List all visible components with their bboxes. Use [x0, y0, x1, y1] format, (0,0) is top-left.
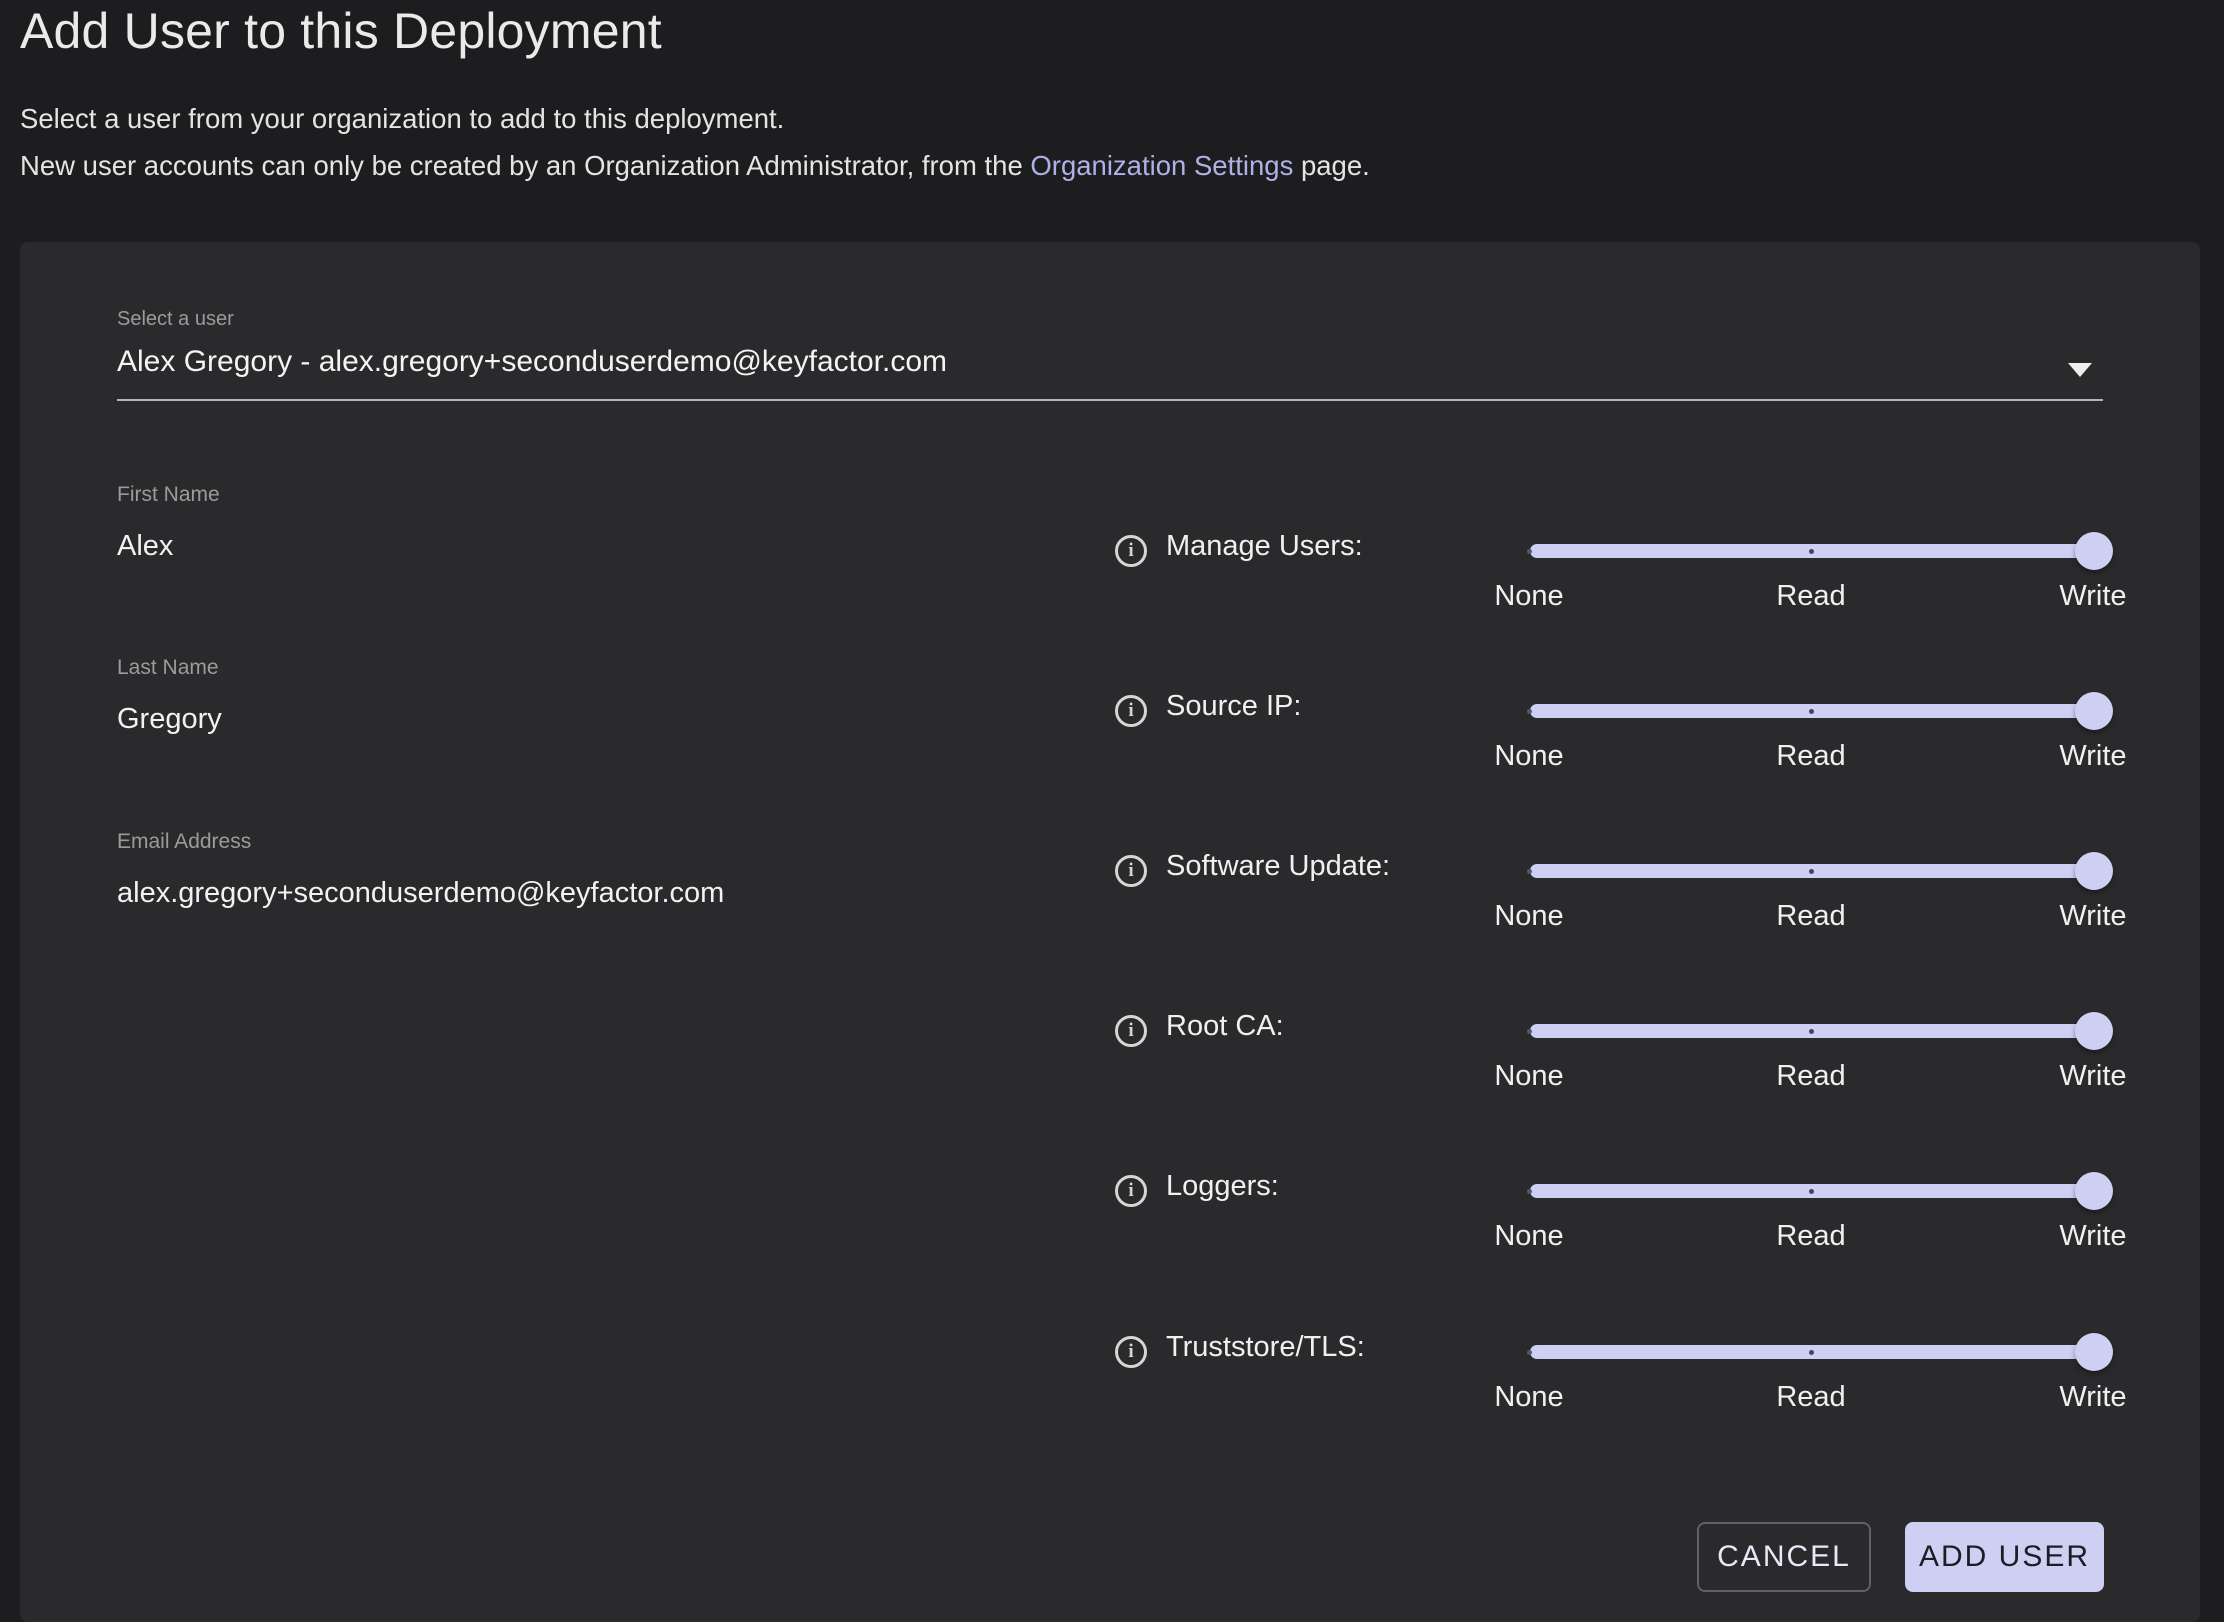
slider-tick-read [1809, 1350, 1814, 1355]
scale-read-label: Read [1776, 740, 1845, 773]
slider-scale: None Read Write [1115, 900, 2135, 942]
info-icon[interactable]: i [1115, 535, 1147, 567]
scale-write-label: Write [2059, 740, 2126, 773]
subtitle-line1: Select a user from your organization to … [20, 103, 784, 134]
slider-tick-none [1527, 1350, 1532, 1355]
scale-read-label: Read [1776, 900, 1845, 933]
scale-read-label: Read [1776, 1060, 1845, 1093]
last-name-label: Last Name [117, 656, 1017, 680]
last-name-value: Gregory [117, 703, 1017, 736]
email-address-field: Email Address alex.gregory+seconduserdem… [117, 830, 1017, 910]
slider-tick-read [1809, 1029, 1814, 1034]
slider-scale: None Read Write [1115, 1220, 2135, 1262]
first-name-field: First Name Alex [117, 483, 1017, 563]
select-underline [117, 399, 2103, 401]
permission-row-manage-users: i Manage Users: None Read Write [1115, 491, 2135, 611]
add-user-dialog-card: Select a user Alex Gregory - alex.gregor… [20, 242, 2200, 1622]
permission-label: Software Update: [1166, 850, 1390, 883]
permission-slider-thumb[interactable] [2075, 692, 2113, 730]
scale-none-label: None [1494, 1381, 1563, 1414]
slider-tick-none [1527, 1189, 1532, 1194]
scale-write-label: Write [2059, 580, 2126, 613]
permission-row-truststore-tls: i Truststore/TLS: None Read Write [1115, 1292, 2135, 1412]
permission-slider-thumb[interactable] [2075, 532, 2113, 570]
email-address-value: alex.gregory+seconduserdemo@keyfactor.co… [117, 877, 1017, 910]
permission-label: Truststore/TLS: [1166, 1331, 1365, 1364]
slider-tick-none [1527, 709, 1532, 714]
chevron-down-icon[interactable] [2068, 363, 2092, 377]
permission-slider-thumb[interactable] [2075, 1172, 2113, 1210]
add-user-button[interactable]: ADD USER [1905, 1522, 2104, 1592]
page-subtitle: Select a user from your organization to … [20, 96, 2200, 189]
scale-none-label: None [1494, 1220, 1563, 1253]
scale-read-label: Read [1776, 580, 1845, 613]
email-address-label: Email Address [117, 830, 1017, 854]
slider-tick-read [1809, 869, 1814, 874]
organization-settings-link[interactable]: Organization Settings [1030, 150, 1293, 181]
scale-write-label: Write [2059, 1381, 2126, 1414]
page-title: Add User to this Deployment [20, 2, 2200, 60]
slider-tick-none [1527, 549, 1532, 554]
subtitle-line2-suffix: page. [1293, 150, 1369, 181]
info-icon[interactable]: i [1115, 1336, 1147, 1368]
select-user-label: Select a user [117, 308, 234, 331]
first-name-label: First Name [117, 483, 1017, 507]
slider-tick-read [1809, 709, 1814, 714]
info-icon[interactable]: i [1115, 1015, 1147, 1047]
slider-tick-read [1809, 549, 1814, 554]
permission-slider-thumb[interactable] [2075, 1333, 2113, 1371]
select-user-dropdown[interactable]: Alex Gregory - alex.gregory+seconduserde… [117, 345, 2017, 379]
info-icon[interactable]: i [1115, 855, 1147, 887]
scale-read-label: Read [1776, 1220, 1845, 1253]
permission-slider-thumb[interactable] [2075, 1012, 2113, 1050]
first-name-value: Alex [117, 530, 1017, 563]
permission-slider-thumb[interactable] [2075, 852, 2113, 890]
scale-write-label: Write [2059, 1060, 2126, 1093]
permission-row-source-ip: i Source IP: None Read Write [1115, 651, 2135, 771]
slider-tick-none [1527, 869, 1532, 874]
page-header: Add User to this Deployment Select a use… [20, 0, 2200, 189]
slider-scale: None Read Write [1115, 740, 2135, 782]
scale-none-label: None [1494, 740, 1563, 773]
permission-label: Manage Users: [1166, 530, 1363, 563]
permission-label: Source IP: [1166, 690, 1301, 723]
scale-write-label: Write [2059, 900, 2126, 933]
scale-write-label: Write [2059, 1220, 2126, 1253]
slider-scale: None Read Write [1115, 580, 2135, 622]
scale-read-label: Read [1776, 1381, 1845, 1414]
scale-none-label: None [1494, 1060, 1563, 1093]
info-icon[interactable]: i [1115, 1175, 1147, 1207]
slider-scale: None Read Write [1115, 1060, 2135, 1102]
permission-row-root-ca: i Root CA: None Read Write [1115, 971, 2135, 1091]
permission-label: Root CA: [1166, 1010, 1284, 1043]
scale-none-label: None [1494, 580, 1563, 613]
scale-none-label: None [1494, 900, 1563, 933]
permission-label: Loggers: [1166, 1170, 1279, 1203]
permission-row-loggers: i Loggers: None Read Write [1115, 1131, 2135, 1251]
slider-tick-none [1527, 1029, 1532, 1034]
info-icon[interactable]: i [1115, 695, 1147, 727]
subtitle-line2-prefix: New user accounts can only be created by… [20, 150, 1030, 181]
permission-row-software-update: i Software Update: None Read Write [1115, 811, 2135, 931]
slider-tick-read [1809, 1189, 1814, 1194]
slider-scale: None Read Write [1115, 1381, 2135, 1423]
last-name-field: Last Name Gregory [117, 656, 1017, 736]
cancel-button[interactable]: CANCEL [1697, 1522, 1871, 1592]
